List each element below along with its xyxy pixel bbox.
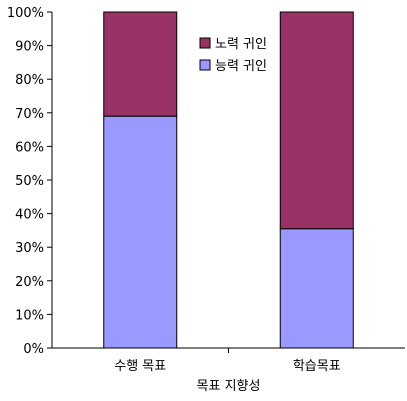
x-category-label: 학습목표 <box>293 359 341 374</box>
y-tick-label: 30% <box>15 241 44 256</box>
x-axis-title: 목표 지향성 <box>197 379 261 394</box>
bar-segment <box>279 11 354 230</box>
y-ticks: 0% 10% 20% 30% 40% 50% 60% 70% 80% 90% 100% <box>7 6 52 357</box>
y-tick-label: 10% <box>15 308 44 323</box>
y-tick-label: 50% <box>15 174 44 189</box>
bar-segment <box>103 11 178 117</box>
x-category-label: 수행 목표 <box>114 358 166 374</box>
legend-swatch <box>199 59 211 71</box>
y-tick-label: 40% <box>15 208 44 223</box>
legend-label: 노력 귀인 <box>215 37 267 52</box>
legend-label: 능력 귀인 <box>215 59 267 74</box>
x-category-labels: 수행 목표 학습목표 <box>114 358 340 374</box>
y-tick-label: 90% <box>15 40 44 55</box>
bars-layer <box>103 11 354 349</box>
y-tick-label: 20% <box>15 275 44 290</box>
y-tick-label: 100% <box>7 6 44 21</box>
y-tick-label: 80% <box>15 73 44 88</box>
bar-segment <box>103 115 178 349</box>
legend-swatch <box>199 37 211 49</box>
y-tick-label: 0% <box>23 342 44 357</box>
y-tick-label: 60% <box>15 140 44 155</box>
y-tick-label: 70% <box>15 107 44 122</box>
bar-segment <box>279 228 354 349</box>
